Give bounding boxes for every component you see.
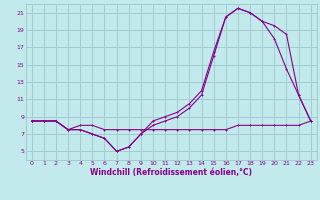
X-axis label: Windchill (Refroidissement éolien,°C): Windchill (Refroidissement éolien,°C) <box>90 168 252 177</box>
